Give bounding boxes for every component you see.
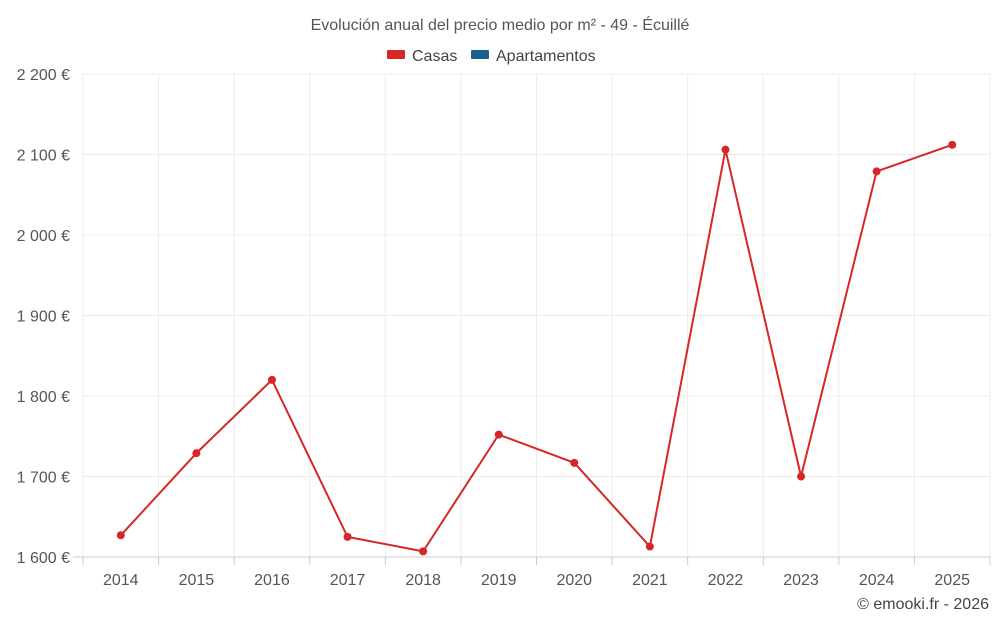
series-casas bbox=[116, 140, 957, 556]
x-tick-label: 2016 bbox=[254, 572, 290, 589]
y-tick-label: 2 000 € bbox=[17, 228, 70, 245]
credit-text: © emooki.fr - 2026 bbox=[857, 596, 989, 613]
legend-swatch-casas bbox=[387, 50, 405, 59]
legend-swatch-apartamentos bbox=[471, 50, 489, 59]
y-axis: 1 600 € 1 700 € 1 800 € 1 900 € 2 000 € 2 100… bbox=[17, 67, 70, 567]
x-tick-label: 2015 bbox=[179, 572, 215, 589]
x-tick-label: 2021 bbox=[632, 572, 668, 589]
data-point-casas-2014[interactable] bbox=[116, 531, 125, 540]
x-tick-label: 2014 bbox=[103, 572, 139, 589]
data-point-casas-2017[interactable] bbox=[343, 532, 352, 541]
y-tick-label: 1 600 € bbox=[17, 550, 70, 567]
legend-item-apartamentos[interactable]: Apartamentos bbox=[471, 48, 596, 65]
data-point-casas-2023[interactable] bbox=[797, 472, 806, 481]
x-tick-label: 2025 bbox=[934, 572, 970, 589]
data-point-casas-2020[interactable] bbox=[570, 458, 579, 467]
y-tick-label: 2 100 € bbox=[17, 148, 70, 165]
y-tick-label: 1 900 € bbox=[17, 309, 70, 326]
legend-label-casas: Casas bbox=[412, 48, 457, 65]
x-tick-label: 2022 bbox=[708, 572, 744, 589]
x-axis: 2014 2015 2016 2017 2018 2019 2020 2021 2022 2023… bbox=[73, 556, 991, 589]
data-point-casas-2021[interactable] bbox=[645, 542, 654, 551]
data-point-casas-2019[interactable] bbox=[494, 430, 503, 439]
x-tick-label: 2024 bbox=[859, 572, 895, 589]
x-tick-label: 2020 bbox=[556, 572, 592, 589]
legend-item-casas[interactable]: Casas bbox=[387, 48, 457, 65]
y-tick-label: 2 200 € bbox=[17, 67, 70, 84]
legend: Casas Apartamentos bbox=[387, 48, 596, 65]
legend-label-apartamentos: Apartamentos bbox=[496, 48, 596, 65]
data-point-casas-2015[interactable] bbox=[192, 449, 201, 458]
chart-title: Evolución anual del precio medio por m² … bbox=[311, 15, 690, 34]
data-point-casas-2024[interactable] bbox=[872, 167, 881, 176]
data-point-casas-2022[interactable] bbox=[721, 145, 730, 154]
x-tick-label: 2019 bbox=[481, 572, 517, 589]
data-point-casas-2018[interactable] bbox=[419, 547, 428, 556]
y-tick-label: 1 700 € bbox=[17, 470, 70, 487]
x-tick-label: 2023 bbox=[783, 572, 819, 589]
x-tick-label: 2017 bbox=[330, 572, 366, 589]
series-line-casas bbox=[120, 143, 953, 553]
gridlines bbox=[82, 73, 991, 557]
y-tick-label: 1 800 € bbox=[17, 389, 70, 406]
data-point-casas-2016[interactable] bbox=[267, 375, 276, 384]
x-tick-label: 2018 bbox=[405, 572, 441, 589]
data-point-casas-2025[interactable] bbox=[948, 140, 957, 149]
